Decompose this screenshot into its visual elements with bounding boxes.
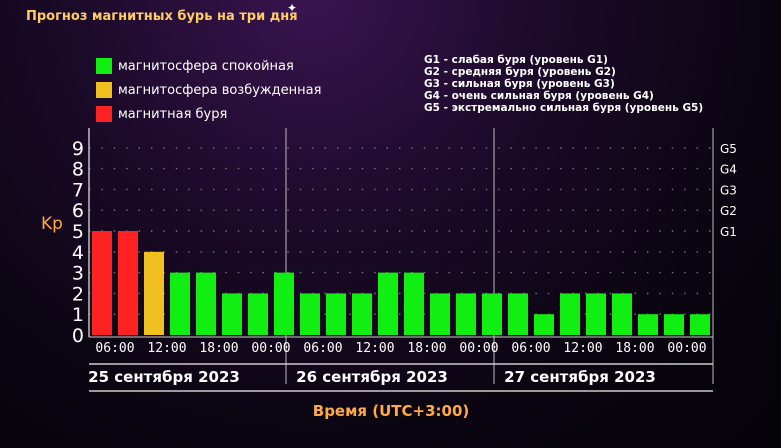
g-tick-label: G2 xyxy=(720,204,737,218)
y-tick-label: 2 xyxy=(72,283,84,305)
bar-11 xyxy=(352,293,372,335)
g-legend-g2: G2 - средняя буря (уровень G2) xyxy=(424,66,616,78)
bar-4 xyxy=(170,272,190,335)
legend-label-calm: магнитосфера спокойная xyxy=(118,58,294,74)
day-label: 27 сентября 2023 xyxy=(504,368,656,386)
y-tick-label: 0 xyxy=(72,325,84,347)
day-label: 25 сентября 2023 xyxy=(88,368,240,386)
y-axis-label: Kp xyxy=(41,214,63,234)
y-tick-label: 4 xyxy=(72,242,84,264)
bar-23 xyxy=(664,314,684,335)
bar-15 xyxy=(456,293,476,335)
page-title: Прогноз магнитных бурь на три дня xyxy=(26,9,298,24)
g-legend-g5: G5 - экстремально сильная буря (уровень … xyxy=(424,102,704,114)
x-tick-label: 00:00 xyxy=(459,341,498,356)
bar-17 xyxy=(508,293,528,335)
y-tick-label: 5 xyxy=(72,221,84,243)
x-tick-label: 06:00 xyxy=(303,341,342,356)
g-tick-label: G4 xyxy=(720,163,737,177)
legend-label-excited: магнитосфера возбужденная xyxy=(118,82,322,98)
grid xyxy=(89,128,714,384)
y-tick-label: 8 xyxy=(72,159,84,181)
bar-13 xyxy=(404,272,424,335)
x-tick-label: 12:00 xyxy=(355,341,394,356)
y-tick-label: 3 xyxy=(72,263,84,285)
legend-item-excited: магнитосфера возбужденная xyxy=(96,78,321,102)
axes xyxy=(88,128,713,392)
bar-7 xyxy=(248,293,268,335)
bar-1 xyxy=(92,231,112,335)
x-tick-label: 18:00 xyxy=(615,341,654,356)
legend-swatch-storm xyxy=(96,106,112,122)
x-tick-label: 00:00 xyxy=(667,341,706,356)
legend-item-calm: магнитосфера спокойная xyxy=(96,54,321,78)
bar-24 xyxy=(690,314,710,335)
bar-12 xyxy=(378,272,398,335)
y-tick-label: 9 xyxy=(72,138,84,160)
x-tick-label: 06:00 xyxy=(511,341,550,356)
y-tick-label: 7 xyxy=(72,179,84,201)
bar-19 xyxy=(560,293,580,335)
bar-3 xyxy=(144,251,164,335)
x-tick-label: 18:00 xyxy=(199,341,238,356)
legend-swatch-excited xyxy=(96,82,112,98)
bar-22 xyxy=(638,314,658,335)
legend-item-storm: магнитная буря xyxy=(96,102,321,126)
legend-label-storm: магнитная буря xyxy=(118,106,228,122)
bar-8 xyxy=(274,272,294,335)
star-decoration: ✦ xyxy=(287,1,298,15)
g-legend-g3: G3 - сильная буря (уровень G3) xyxy=(424,78,615,90)
bar-5 xyxy=(196,272,216,335)
bar-10 xyxy=(326,293,346,335)
x-tick-label: 12:00 xyxy=(563,341,602,356)
y-tick-label: 1 xyxy=(72,304,84,326)
day-label: 26 сентября 2023 xyxy=(296,368,448,386)
bars xyxy=(92,231,710,335)
g-tick-label: G5 xyxy=(720,142,737,156)
x-axis-label: Время (UTC+3:00) xyxy=(313,402,469,420)
bar-20 xyxy=(586,293,606,335)
g-legend-g4: G4 - очень сильная буря (уровень G4) xyxy=(424,90,654,102)
legend-swatch-calm xyxy=(96,58,112,74)
bar-21 xyxy=(612,293,632,335)
bar-14 xyxy=(430,293,450,335)
x-tick-label: 18:00 xyxy=(407,341,446,356)
x-tick-label: 12:00 xyxy=(147,341,186,356)
y-tick-label: 6 xyxy=(72,200,84,222)
legend: магнитосфера спокойная магнитосфера возб… xyxy=(96,54,321,126)
x-tick-label: 00:00 xyxy=(251,341,290,356)
g-scale-legend: G1 - слабая буря (уровень G1) G2 - средн… xyxy=(424,54,703,114)
bar-18 xyxy=(534,314,554,335)
bar-9 xyxy=(300,293,320,335)
g-legend-g1: G1 - слабая буря (уровень G1) xyxy=(424,54,608,66)
g-tick-label: G3 xyxy=(720,183,737,197)
bar-6 xyxy=(222,293,242,335)
x-tick-label: 06:00 xyxy=(95,341,134,356)
g-tick-label: G1 xyxy=(720,225,737,239)
bar-2 xyxy=(118,231,138,335)
bar-16 xyxy=(482,293,502,335)
